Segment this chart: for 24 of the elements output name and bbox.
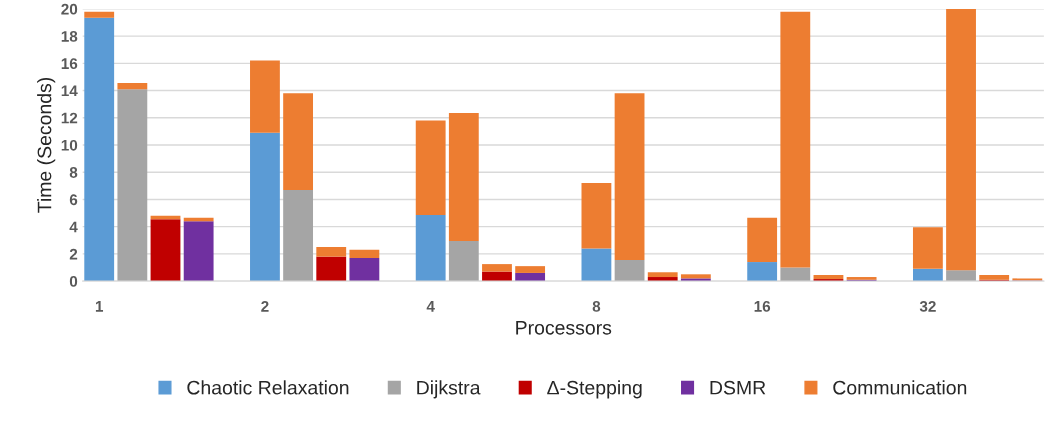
y-tick-label: 4 [69,221,78,233]
legend-label: Communication [833,380,967,395]
y-axis-title: Time (Seconds) [37,77,56,213]
x-tick-label: 4 [426,301,435,312]
y-tick-label: 14 [61,85,78,97]
x-tick-label: 16 [754,300,771,312]
x-tick-label: 8 [592,300,601,312]
legend-label: Chaotic Relaxation [187,380,349,395]
x-axis-title: Processors [516,321,612,335]
y-tick-label: 18 [61,30,78,42]
x-tick-label: 32 [919,300,936,312]
x-tick-label: 2 [261,300,269,312]
legend-label: Δ-Stepping [547,380,642,399]
y-tick-label: 0 [69,275,78,287]
legend-label: DSMR [710,380,766,395]
y-tick-label: 20 [61,3,78,15]
y-tick-label: 6 [69,194,78,206]
y-tick-label: 2 [69,248,78,260]
y-tick-label: 10 [61,139,78,151]
y-tick-label: 8 [69,167,78,178]
y-tick-label: 16 [61,58,78,70]
x-tick-label: 1 [95,301,104,312]
legend-label: Dijkstra [417,380,481,399]
y-tick-label: 12 [61,112,78,124]
